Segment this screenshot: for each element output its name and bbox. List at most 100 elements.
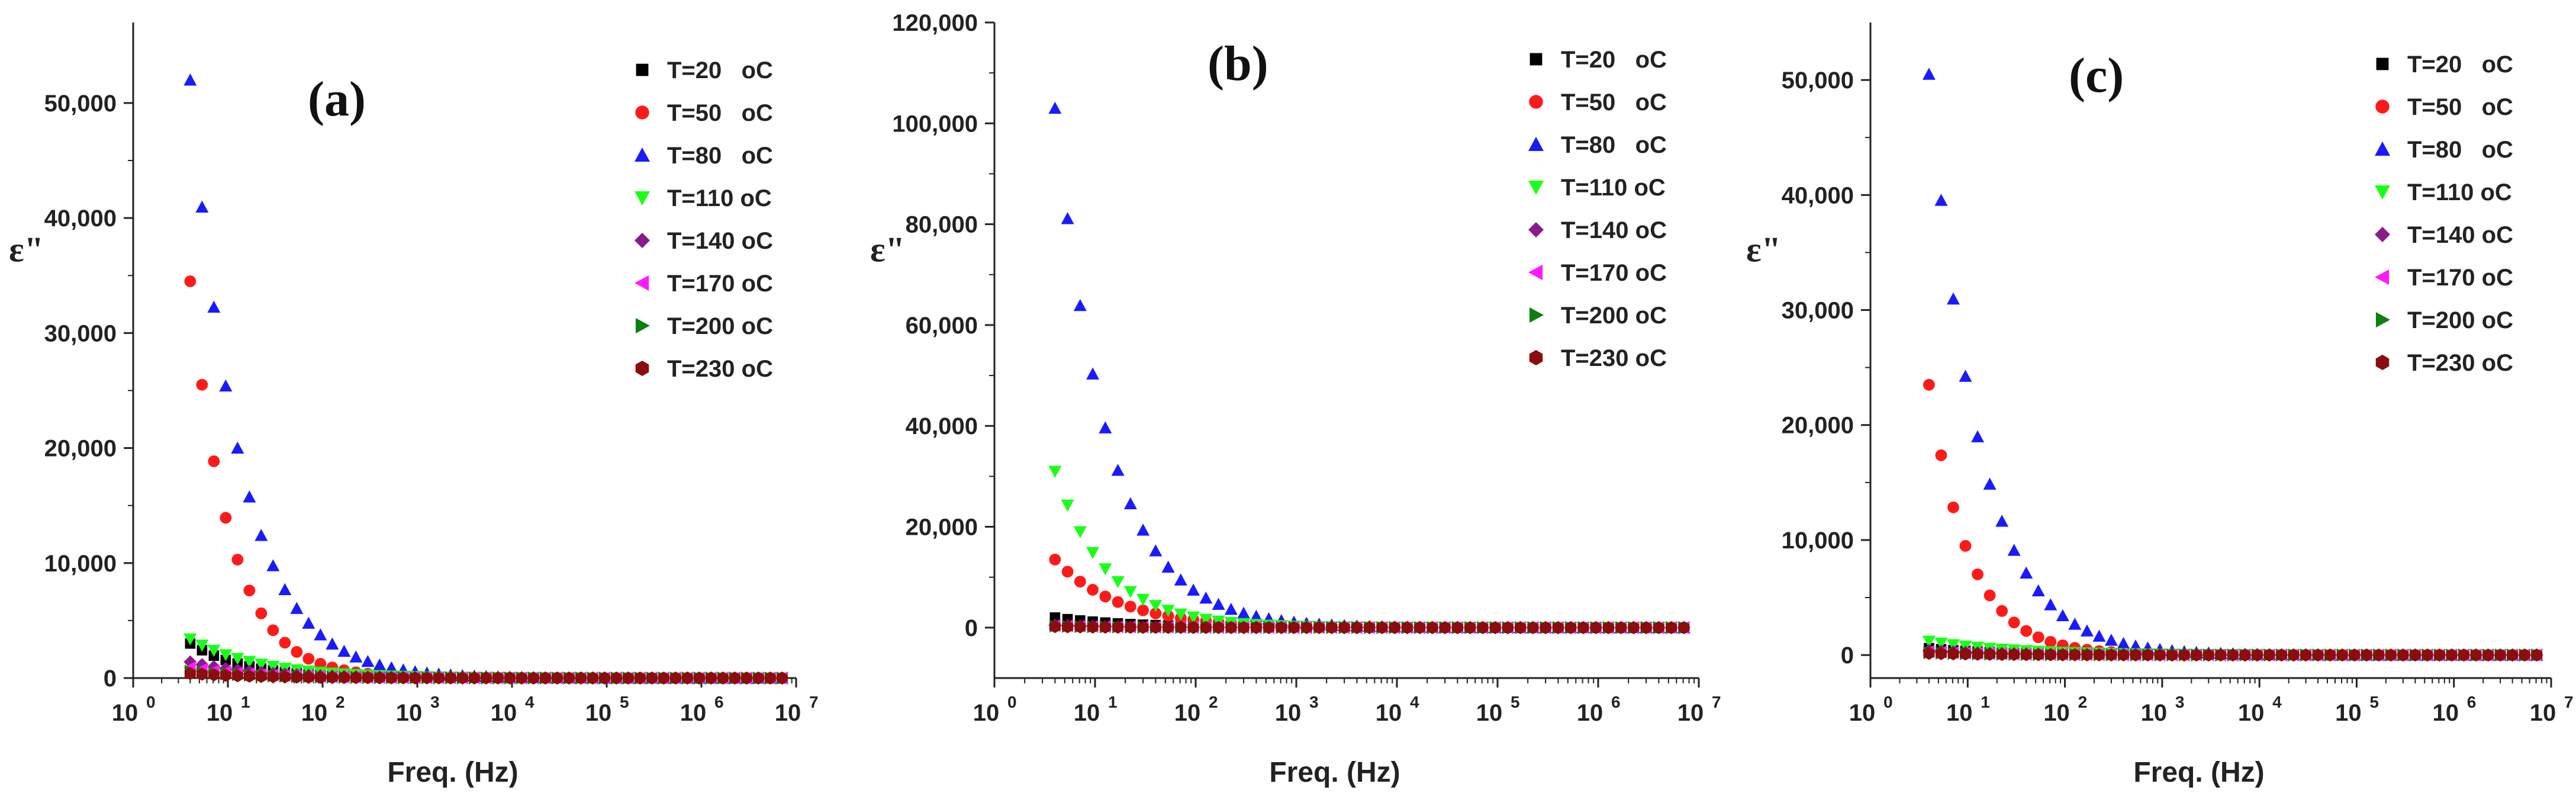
legend-marker-triangle-left [2375,269,2390,285]
legend-marker-triangle-left [1528,265,1543,280]
x-tick-label: 10 [1946,700,1973,726]
point-circle [1074,576,1086,588]
point-triangle-up [1995,515,2009,527]
point-hexagon [2239,648,2251,662]
legend-marker-triangle-right [2375,312,2390,327]
point-triangle-up [326,637,339,650]
point-triangle-down [1061,499,1074,512]
point-triangle-down [219,649,233,661]
point-circle [267,624,279,637]
x-tick-label: 10 [301,700,328,726]
point-hexagon [2178,648,2190,662]
point-triangle-up [195,200,209,213]
point-circle [1099,590,1112,603]
point-hexagon [1477,621,1489,634]
x-tick-exponent: 2 [1209,693,1218,711]
point-hexagon [752,671,764,685]
x-axis-title: Freq. (Hz) [1269,757,1400,788]
point-hexagon [1062,620,1074,634]
panel-a: 10 0 10 1 10 2 10 3 10 4 10 5 10 6 10 7 0 10,000 20,000 30,… [9,23,819,788]
data-points [1048,101,1690,634]
point-hexagon [669,671,681,685]
point-triangle-up [1099,421,1112,433]
point-hexagon [208,668,220,682]
point-hexagon [1225,621,1237,634]
point-triangle-down [1149,600,1163,612]
legend-label: T=200 oC [667,313,773,339]
x-tick-label: 10 [2141,700,2168,726]
x-tick-exponent: 2 [2078,693,2088,711]
point-hexagon [2409,648,2421,662]
point-triangle-down [1187,611,1200,624]
point-hexagon [1414,621,1426,634]
point-circle [1049,553,1061,566]
point-hexagon [1300,621,1312,634]
point-hexagon [1996,648,2008,661]
point-hexagon [2300,648,2312,662]
x-tick-exponent: 4 [2272,693,2282,711]
point-hexagon [504,671,516,685]
point-hexagon [1187,621,1199,634]
point-triangle-up [1959,370,1972,382]
x-tick-label: 10 [775,700,801,726]
x-tick-exponent: 0 [146,693,156,711]
point-circle [1087,584,1099,596]
point-triangle-up [2104,634,2118,646]
x-tick-label: 10 [1476,700,1503,726]
point-hexagon [2251,648,2263,662]
point-hexagon [527,671,539,685]
point-hexagon [1338,621,1350,634]
point-hexagon [2093,648,2105,661]
point-triangle-up [302,616,315,629]
point-hexagon [2470,648,2482,662]
y-tick-label: 0 [104,666,117,692]
legend-label: T=140 oC [2407,222,2513,248]
point-triangle-up [278,583,292,595]
point-square [1049,612,1061,623]
point-hexagon [2494,648,2506,662]
point-triangle-up [385,661,398,673]
point-hexagon [2130,648,2142,662]
point-hexagon [2519,648,2530,662]
point-triangle-up [2092,629,2106,642]
legend-label: T=20 oC [1561,47,1667,73]
x-tick-exponent: 7 [2564,693,2574,711]
x-tick-label: 10 [112,700,139,726]
legend-marker-hexagon [635,361,649,376]
y-axis-title: ε" [9,230,44,269]
point-hexagon [2105,648,2117,661]
point-hexagon [1087,620,1099,634]
legend-marker-triangle-left [635,275,649,291]
x-tick-label: 10 [2530,700,2556,726]
x-tick-exponent: 5 [1511,693,1520,711]
legend-label: T=50 oC [667,100,773,126]
point-hexagon [1200,621,1212,634]
y-tick-label: 10,000 [44,551,117,577]
point-triangle-up [373,658,387,671]
point-triangle-up [1934,194,1948,206]
legend-marker-triangle-up [635,147,650,162]
legend-label: T=50 oC [1561,89,1667,115]
point-hexagon [610,671,622,685]
legend-marker-square [1530,53,1543,66]
x-tick-exponent: 0 [1883,693,1893,711]
point-triangle-up [2007,544,2021,556]
x-tick-exponent: 3 [2175,693,2185,711]
point-hexagon [622,671,634,685]
x-tick-exponent: 4 [1410,693,1419,711]
point-triangle-up [337,644,351,657]
point-hexagon [551,671,563,685]
y-tick-label: 40,000 [44,205,117,232]
point-triangle-up [2080,624,2094,637]
y-tick-label: 30,000 [44,320,117,346]
point-circle [302,653,315,665]
point-hexagon [1288,621,1300,634]
point-hexagon [255,670,267,683]
point-hexagon [1552,621,1564,634]
point-triangle-down [243,656,256,669]
point-hexagon [539,671,551,685]
point-hexagon [1464,621,1476,634]
point-hexagon [2275,648,2287,662]
point-hexagon [1250,621,1262,634]
y-tick-label: 20,000 [1782,413,1854,439]
